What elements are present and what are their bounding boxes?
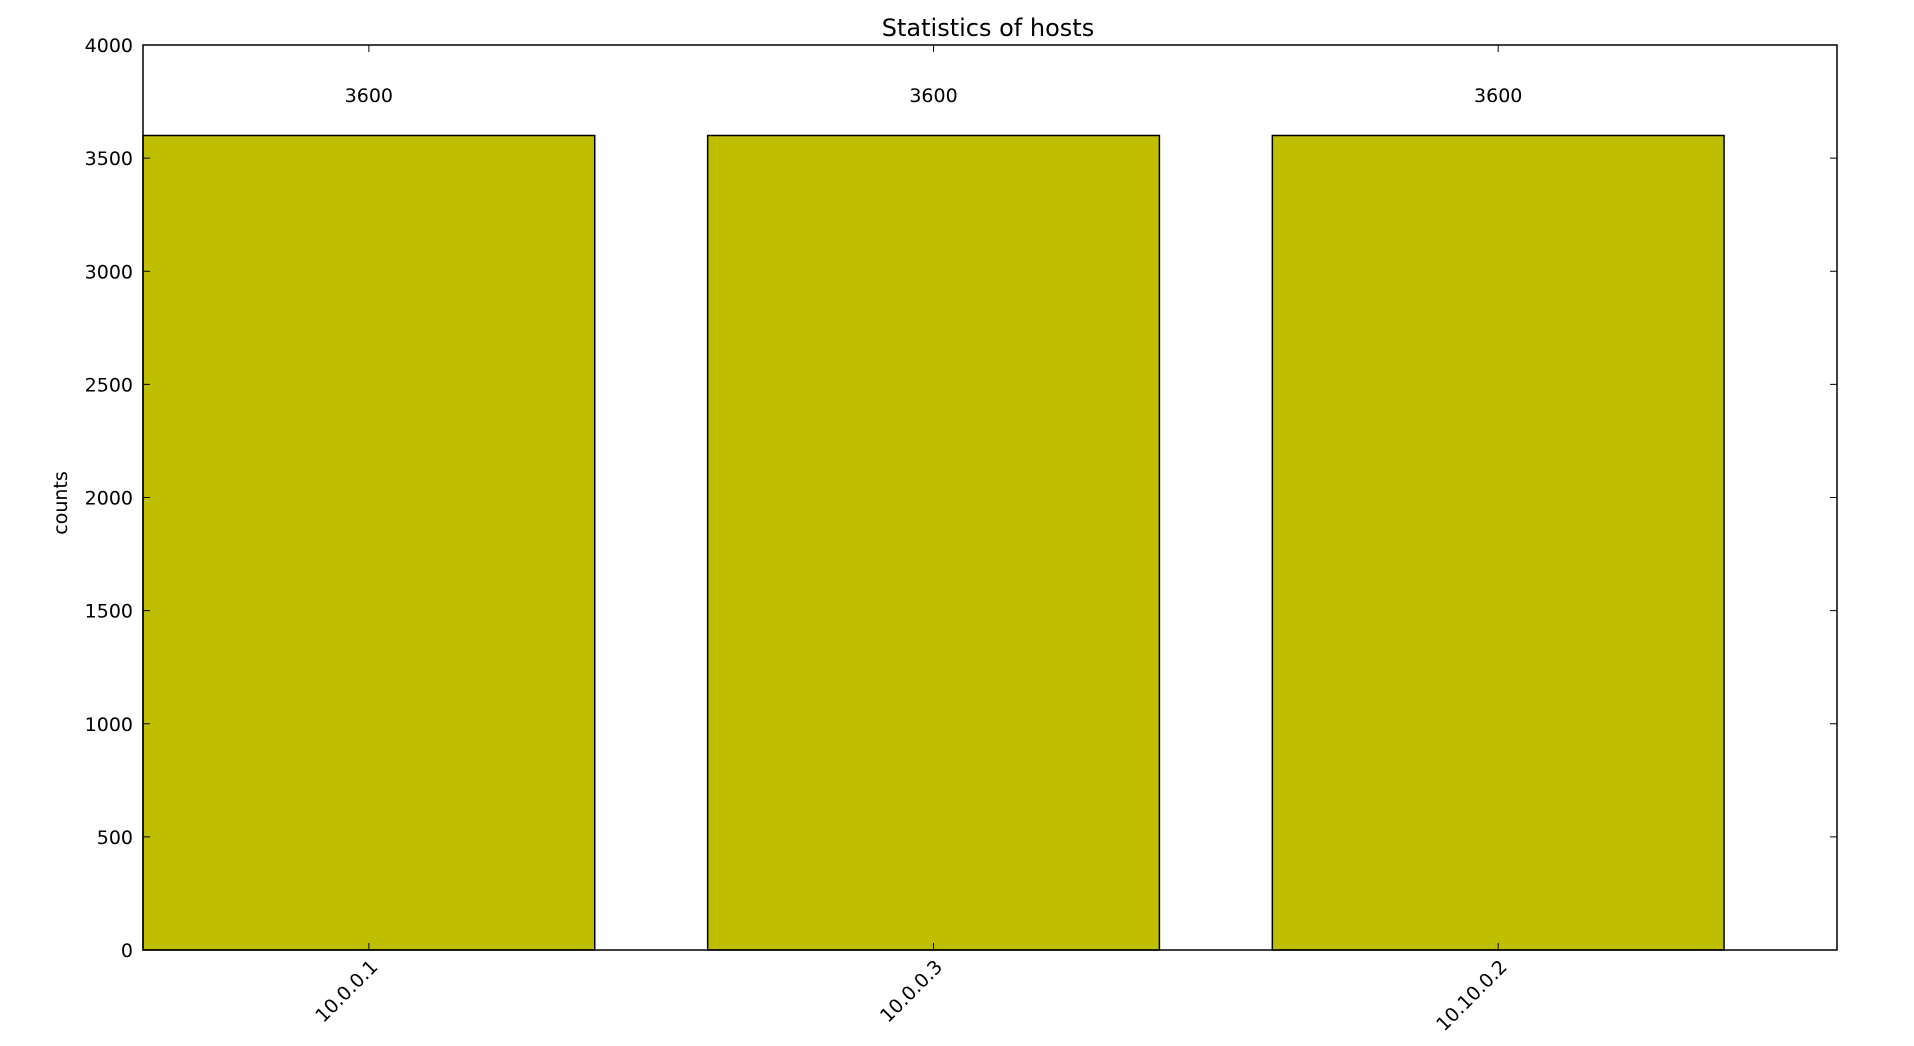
y-axis-label: counts (50, 471, 72, 535)
data-label: 3600 (345, 85, 393, 107)
bar (706, 134, 1161, 951)
bar (1271, 134, 1725, 951)
data-labels-layer: 3600 3600 3600 (345, 85, 1523, 107)
y-tick-label: 1000 (85, 714, 133, 736)
x-tick-label: 10.0.0.3 (876, 956, 947, 1027)
data-label: 3600 (909, 85, 957, 107)
y-tick-label: 1500 (85, 601, 133, 623)
data-label: 3600 (1474, 85, 1522, 107)
y-tick-label: 0 (121, 940, 133, 962)
y-tick-label: 3000 (85, 261, 133, 283)
y-tick-label: 4000 (85, 35, 133, 57)
bars-layer (142, 134, 1725, 951)
y-tick-label: 500 (97, 827, 133, 849)
y-tick-label: 2500 (85, 374, 133, 396)
y-tick-label: 2000 (85, 488, 133, 510)
chart-title: Statistics of hosts (882, 14, 1094, 42)
bar (142, 134, 596, 951)
x-tick-label: 10.10.0.2 (1432, 956, 1512, 1036)
y-tick-label: 3500 (85, 148, 133, 170)
x-tick-label: 10.0.0.1 (311, 956, 382, 1027)
